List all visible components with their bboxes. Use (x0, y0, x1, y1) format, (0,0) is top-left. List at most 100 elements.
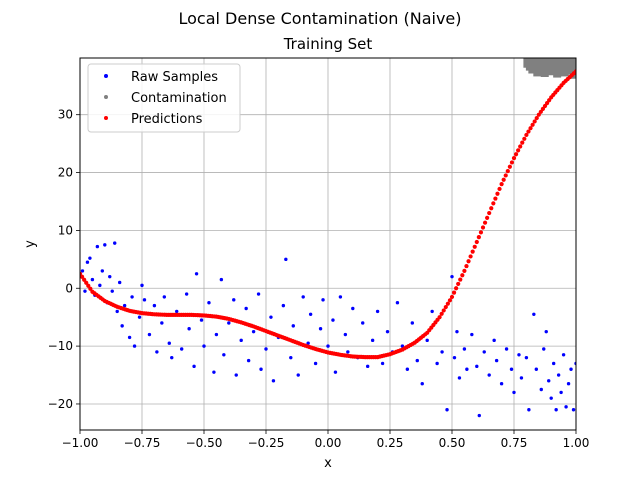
figure-suptitle: Local Dense Contamination (Naive) (178, 9, 461, 28)
prediction-point (516, 148, 521, 153)
raw-sample-point (291, 324, 295, 328)
prediction-point (540, 106, 546, 112)
prediction-point (503, 173, 508, 178)
raw-sample-point (232, 298, 236, 302)
prediction-point (487, 210, 492, 216)
raw-sample-point (544, 329, 548, 334)
raw-sample-point (561, 353, 566, 357)
raw-sample-point (477, 413, 481, 418)
y-tick-label: 10 (58, 223, 73, 237)
raw-sample-point (98, 283, 102, 288)
raw-sample-point (251, 329, 256, 334)
raw-sample-point (534, 367, 539, 371)
prediction-point (542, 103, 548, 109)
raw-sample-point (370, 338, 375, 343)
raw-sample-point (504, 347, 509, 351)
raw-sample-point (566, 382, 571, 386)
y-axis-ticks: −20 −10 0 10 20 30 (48, 108, 80, 411)
prediction-point (499, 182, 504, 187)
raw-sample-point (346, 350, 350, 354)
prediction-point (458, 277, 463, 282)
prediction-point (447, 298, 453, 303)
raw-sample-point (326, 344, 330, 348)
prediction-point (470, 249, 475, 254)
prediction-point (509, 160, 515, 165)
raw-sample-point (455, 329, 459, 334)
raw-sample-point (219, 277, 224, 282)
raw-sample-point (549, 396, 553, 400)
raw-sample-point (90, 277, 95, 282)
raw-sample-point (127, 335, 132, 340)
raw-sample-point (445, 408, 449, 412)
raw-sample-point (132, 344, 137, 348)
prediction-point (468, 254, 473, 259)
raw-sample-point (83, 289, 87, 293)
raw-sample-point (155, 350, 159, 354)
prediction-point (573, 69, 576, 74)
raw-sample-point (462, 347, 467, 351)
raw-sample-point (465, 367, 469, 371)
legend-label: Raw Samples (131, 70, 218, 85)
raw-sample-point (281, 303, 286, 308)
y-tick-label: 30 (58, 108, 73, 122)
raw-sample-point (410, 321, 415, 325)
prediction-point (520, 140, 525, 145)
raw-sample-point (385, 329, 390, 334)
raw-sample-point (269, 315, 273, 319)
raw-sample-point (470, 332, 474, 337)
raw-sample-point (187, 327, 191, 331)
prediction-point (538, 109, 543, 114)
prediction-point (528, 126, 533, 131)
prediction-point (443, 304, 448, 310)
raw-sample-point (457, 376, 462, 380)
prediction-point (476, 235, 481, 240)
raw-sample-point (85, 260, 90, 264)
raw-sample-point (160, 321, 164, 325)
contamination-point (553, 61, 562, 78)
y-tick-label: 0 (65, 281, 73, 295)
raw-sample-point (519, 376, 524, 380)
legend-marker (104, 74, 108, 78)
raw-sample-point (527, 408, 531, 412)
raw-sample-point (415, 358, 419, 363)
prediction-point (485, 215, 490, 220)
prediction-point (466, 259, 471, 264)
raw-sample-point (202, 344, 206, 348)
raw-sample-point (192, 364, 196, 369)
prediction-point (524, 132, 529, 138)
raw-sample-point (194, 272, 199, 276)
prediction-point (480, 225, 486, 230)
contamination-point (540, 60, 549, 77)
raw-sample-point (318, 327, 323, 331)
prediction-point (536, 112, 541, 117)
prediction-point (460, 273, 465, 278)
raw-sample-point (142, 298, 147, 302)
raw-sample-point (554, 408, 558, 412)
raw-sample-point (284, 257, 288, 262)
legend-marker (104, 95, 108, 99)
raw-sample-point (95, 244, 100, 249)
x-tick-label: 0.25 (377, 436, 404, 450)
raw-sample-point (308, 312, 313, 316)
prediction-point (86, 283, 91, 288)
raw-sample-point (214, 332, 219, 337)
raw-sample-point (110, 289, 114, 293)
prediction-point (80, 274, 85, 279)
legend: Raw Samples Contamination Predictions (87, 63, 241, 133)
raw-sample-point (152, 303, 157, 308)
raw-sample-point (137, 315, 142, 319)
raw-sample-point (551, 361, 556, 366)
raw-sample-point (103, 243, 107, 247)
raw-sample-point (301, 295, 305, 299)
raw-sample-point (239, 338, 243, 343)
prediction-point (526, 129, 531, 134)
raw-sample-point (539, 387, 543, 392)
raw-sample-point (244, 306, 248, 311)
raw-sample-point (405, 367, 410, 371)
prediction-point (437, 315, 442, 320)
prediction-point (474, 239, 479, 245)
raw-sample-point (435, 361, 439, 366)
series-predictions (80, 69, 576, 360)
prediction-point (82, 277, 87, 282)
